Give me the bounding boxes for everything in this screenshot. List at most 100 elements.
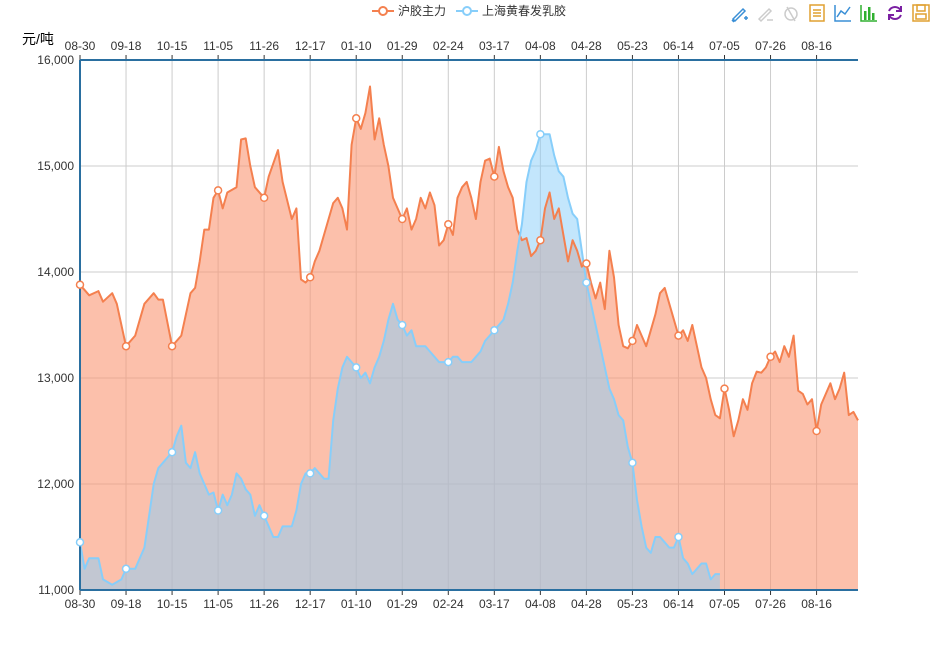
data-view-icon [809, 4, 825, 22]
restore-button[interactable] [884, 2, 906, 24]
series-line-2 [79, 133, 720, 586]
series-1-marker[interactable] [812, 426, 821, 436]
series-2-marker[interactable] [536, 129, 545, 139]
x-tick-label-bottom: 10-15 [157, 597, 188, 611]
mark-button[interactable] [728, 2, 750, 24]
series-1-marker[interactable] [628, 336, 637, 346]
save-image-button[interactable] [910, 2, 932, 24]
x-tick-label-top: 08-16 [801, 39, 832, 53]
mark-undo-button[interactable] [754, 2, 776, 24]
chart-legend: 沪胶主力 上海黄春发乳胶 [0, 2, 938, 19]
series-2-marker[interactable] [167, 447, 177, 457]
x-tick-label-top: 10-15 [157, 39, 188, 53]
restore-icon [888, 6, 902, 20]
series-2-marker[interactable] [397, 320, 407, 330]
chart-toolbox [728, 2, 932, 24]
series-1-marker[interactable] [536, 235, 545, 245]
series-2-marker[interactable] [351, 363, 361, 372]
y-tick-label: 11,000 [38, 583, 74, 597]
x-tick-label-bottom: 07-26 [755, 597, 786, 611]
series-2-marker[interactable] [75, 538, 85, 547]
axes [79, 55, 858, 595]
series-2-marker[interactable] [490, 326, 499, 335]
y-tick-label: 15,000 [37, 159, 74, 173]
x-tick-label-bottom: 03-17 [479, 597, 510, 611]
x-tick-label-bottom: 04-08 [525, 597, 556, 611]
x-tick-label-top: 11-05 [203, 39, 233, 53]
series-1-marker[interactable] [582, 259, 591, 268]
series-2-marker[interactable] [582, 278, 591, 287]
legend-marker-series-1 [371, 4, 394, 18]
x-tick-label-top: 02-24 [433, 39, 464, 53]
y-tick-label: 13,000 [37, 371, 74, 385]
legend-label-series-1: 沪胶主力 [397, 4, 446, 18]
x-tick-label-top: 09-18 [111, 39, 142, 53]
series-2-marker[interactable] [628, 458, 637, 468]
x-tick-label-top: 05-23 [617, 39, 648, 53]
series-1-marker[interactable] [674, 331, 683, 340]
x-tick-label-top: 01-29 [387, 39, 418, 53]
x-tick-label-top: 01-10 [341, 39, 372, 53]
series-1-marker[interactable] [167, 341, 177, 351]
tick-labels: 11,00012,00013,00014,00015,00016,00008-3… [37, 39, 832, 611]
series-1-marker[interactable] [75, 280, 85, 289]
bar-chart-button[interactable] [858, 2, 880, 24]
series-2-marker[interactable] [121, 564, 131, 574]
y-tick-label: 16,000 [37, 53, 74, 67]
x-tick-label-bottom: 11-26 [249, 597, 279, 611]
x-tick-label-bottom: 06-14 [663, 597, 694, 611]
mark-clear-button[interactable] [780, 2, 802, 24]
series-layer [79, 85, 859, 590]
data-view-button[interactable] [806, 2, 828, 24]
x-tick-label-bottom: 01-10 [341, 597, 372, 611]
x-tick-label-top: 07-05 [709, 39, 740, 53]
x-tick-label-bottom: 08-30 [65, 597, 96, 611]
series-1-marker[interactable] [766, 352, 775, 362]
mark-icon [731, 7, 748, 23]
series-2-marker[interactable] [259, 511, 269, 521]
series-1-marker[interactable] [213, 186, 223, 195]
x-tick-label-bottom: 02-24 [433, 597, 464, 611]
series-1-marker[interactable] [351, 114, 361, 123]
series-area-1 [80, 86, 858, 590]
x-tick-label-top: 06-14 [663, 39, 694, 53]
series-line-1 [79, 85, 859, 438]
data-markers [75, 114, 821, 574]
y-tick-label: 12,000 [37, 477, 74, 491]
bar-chart-icon [860, 5, 877, 22]
legend-label-series-2: 上海黄春发乳胶 [482, 4, 567, 18]
series-1-marker[interactable] [720, 384, 729, 393]
series-1-marker[interactable] [121, 341, 131, 351]
legend-item-series-2[interactable]: 上海黄春发乳胶 [456, 2, 566, 19]
series-2-marker[interactable] [444, 357, 453, 367]
x-tick-label-bottom: 04-28 [571, 597, 602, 611]
series-1-marker[interactable] [444, 220, 453, 229]
line-chart-button[interactable] [832, 2, 854, 24]
x-tick-label-top: 11-26 [249, 39, 279, 53]
series-1-marker[interactable] [259, 193, 269, 203]
series-1-marker[interactable] [490, 172, 499, 181]
x-tick-label-top: 04-08 [525, 39, 556, 53]
save-image-icon [912, 4, 930, 22]
mark-undo-icon [757, 7, 773, 23]
x-tick-label-bottom: 01-29 [387, 597, 418, 611]
legend-item-series-1[interactable]: 沪胶主力 [371, 2, 446, 19]
series-1-marker[interactable] [305, 273, 315, 282]
series-2-marker[interactable] [305, 469, 315, 478]
x-tick-label-bottom: 07-05 [709, 597, 740, 611]
legend-marker-series-2 [456, 4, 478, 18]
mark-clear-icon [784, 6, 798, 22]
series-2-marker[interactable] [213, 506, 223, 515]
x-tick-label-bottom: 08-16 [801, 597, 832, 611]
x-tick-label-top: 08-30 [65, 39, 96, 53]
series-2-marker[interactable] [674, 532, 683, 542]
x-tick-label-top: 07-26 [755, 39, 786, 53]
x-tick-label-top: 12-17 [295, 39, 326, 53]
x-tick-label-bottom: 05-23 [617, 597, 648, 611]
line-chart-icon [834, 5, 851, 22]
x-tick-label-bottom: 11-05 [203, 597, 233, 611]
series-area-2 [80, 134, 720, 590]
series-1-marker[interactable] [397, 214, 407, 224]
y-axis-unit-label: 元/吨 [22, 31, 54, 47]
